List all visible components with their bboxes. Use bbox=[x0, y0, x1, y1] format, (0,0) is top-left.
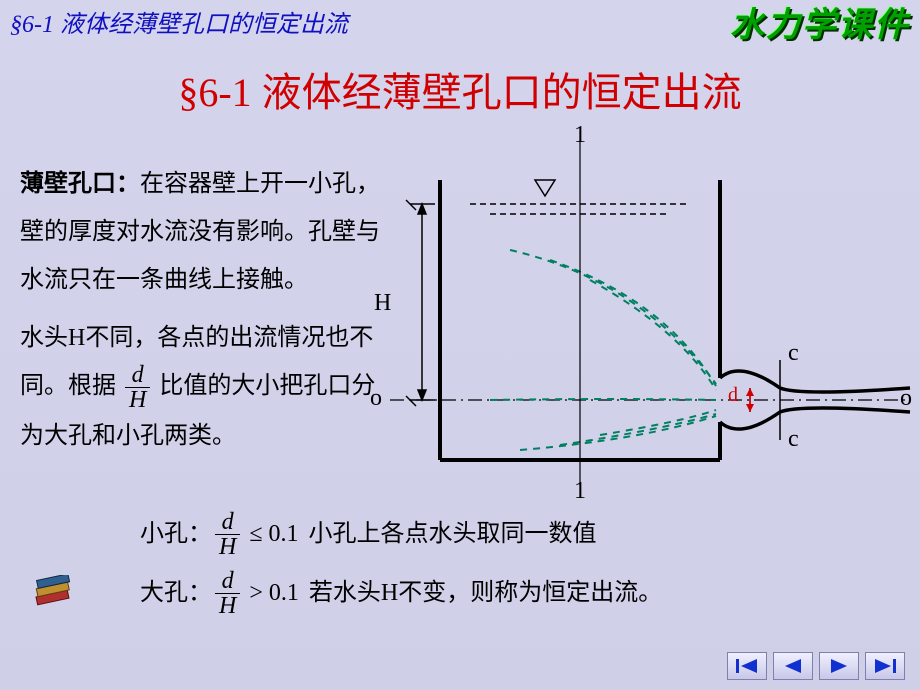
term-bold: 薄壁孔口： bbox=[20, 171, 140, 197]
classification-lines: 小孔： dH ≤ 0.1 小孔上各点水头取同一数值 大孔： dH > 0.1 若… bbox=[60, 510, 880, 628]
paragraph-2: 水头H不同，各点的出流情况也不同。根据 dH 比值的大小把孔口分为大孔和小孔两类… bbox=[20, 314, 380, 460]
label-c-bottom: c bbox=[788, 426, 799, 453]
top-bar: §6-1 液体经薄壁孔口的恒定出流 水力学课件 bbox=[0, 0, 920, 42]
courseware-title: 水力学课件 bbox=[730, 0, 910, 46]
nav-last-button[interactable] bbox=[865, 652, 905, 680]
large-hole-rel: > 0.1 bbox=[249, 574, 299, 612]
label-H: H bbox=[374, 290, 391, 317]
diagram-svg bbox=[380, 130, 920, 500]
H-dimension bbox=[406, 200, 435, 406]
nav-prev-button[interactable] bbox=[773, 652, 813, 680]
label-1-bottom: 1 bbox=[574, 478, 586, 505]
label-c-top: c bbox=[788, 340, 799, 367]
label-1-top: 1 bbox=[574, 122, 586, 149]
label-o-left: o bbox=[370, 385, 382, 412]
streamlines bbox=[490, 250, 716, 450]
label-o-right: o bbox=[900, 385, 912, 412]
fraction-large: dH bbox=[215, 569, 240, 618]
orifice-diagram: 1 1 H o o c c d bbox=[380, 130, 920, 500]
label-d: d bbox=[728, 384, 738, 407]
small-hole-label: 小孔： bbox=[140, 515, 212, 553]
header-section-label: §6-1 液体经薄壁孔口的恒定出流 bbox=[10, 4, 348, 39]
nav-first-button[interactable] bbox=[727, 652, 767, 680]
large-hole-row: 大孔： dH > 0.1 若水头H不变，则称为恒定出流。 bbox=[140, 569, 880, 618]
body-text: 薄壁孔口：在容器壁上开一小孔，壁的厚度对水流没有影响。孔壁与水流只在一条曲线上接… bbox=[20, 160, 380, 460]
paragraph-1: 薄壁孔口：在容器壁上开一小孔，壁的厚度对水流没有影响。孔壁与水流只在一条曲线上接… bbox=[20, 160, 380, 304]
fraction-dH-inline: dH bbox=[125, 363, 150, 412]
small-hole-row: 小孔： dH ≤ 0.1 小孔上各点水头取同一数值 bbox=[140, 510, 880, 559]
page-title: §6-1 液体经薄壁孔口的恒定出流 bbox=[0, 60, 920, 118]
small-hole-note: 小孔上各点水头取同一数值 bbox=[309, 515, 597, 553]
nav-next-button[interactable] bbox=[819, 652, 859, 680]
fraction-small: dH bbox=[215, 510, 240, 559]
books-icon bbox=[30, 575, 80, 615]
large-hole-label: 大孔： bbox=[140, 574, 212, 612]
nav-buttons bbox=[727, 652, 905, 680]
small-hole-rel: ≤ 0.1 bbox=[249, 515, 298, 553]
large-hole-note: 若水头H不变，则称为恒定出流。 bbox=[309, 574, 662, 612]
